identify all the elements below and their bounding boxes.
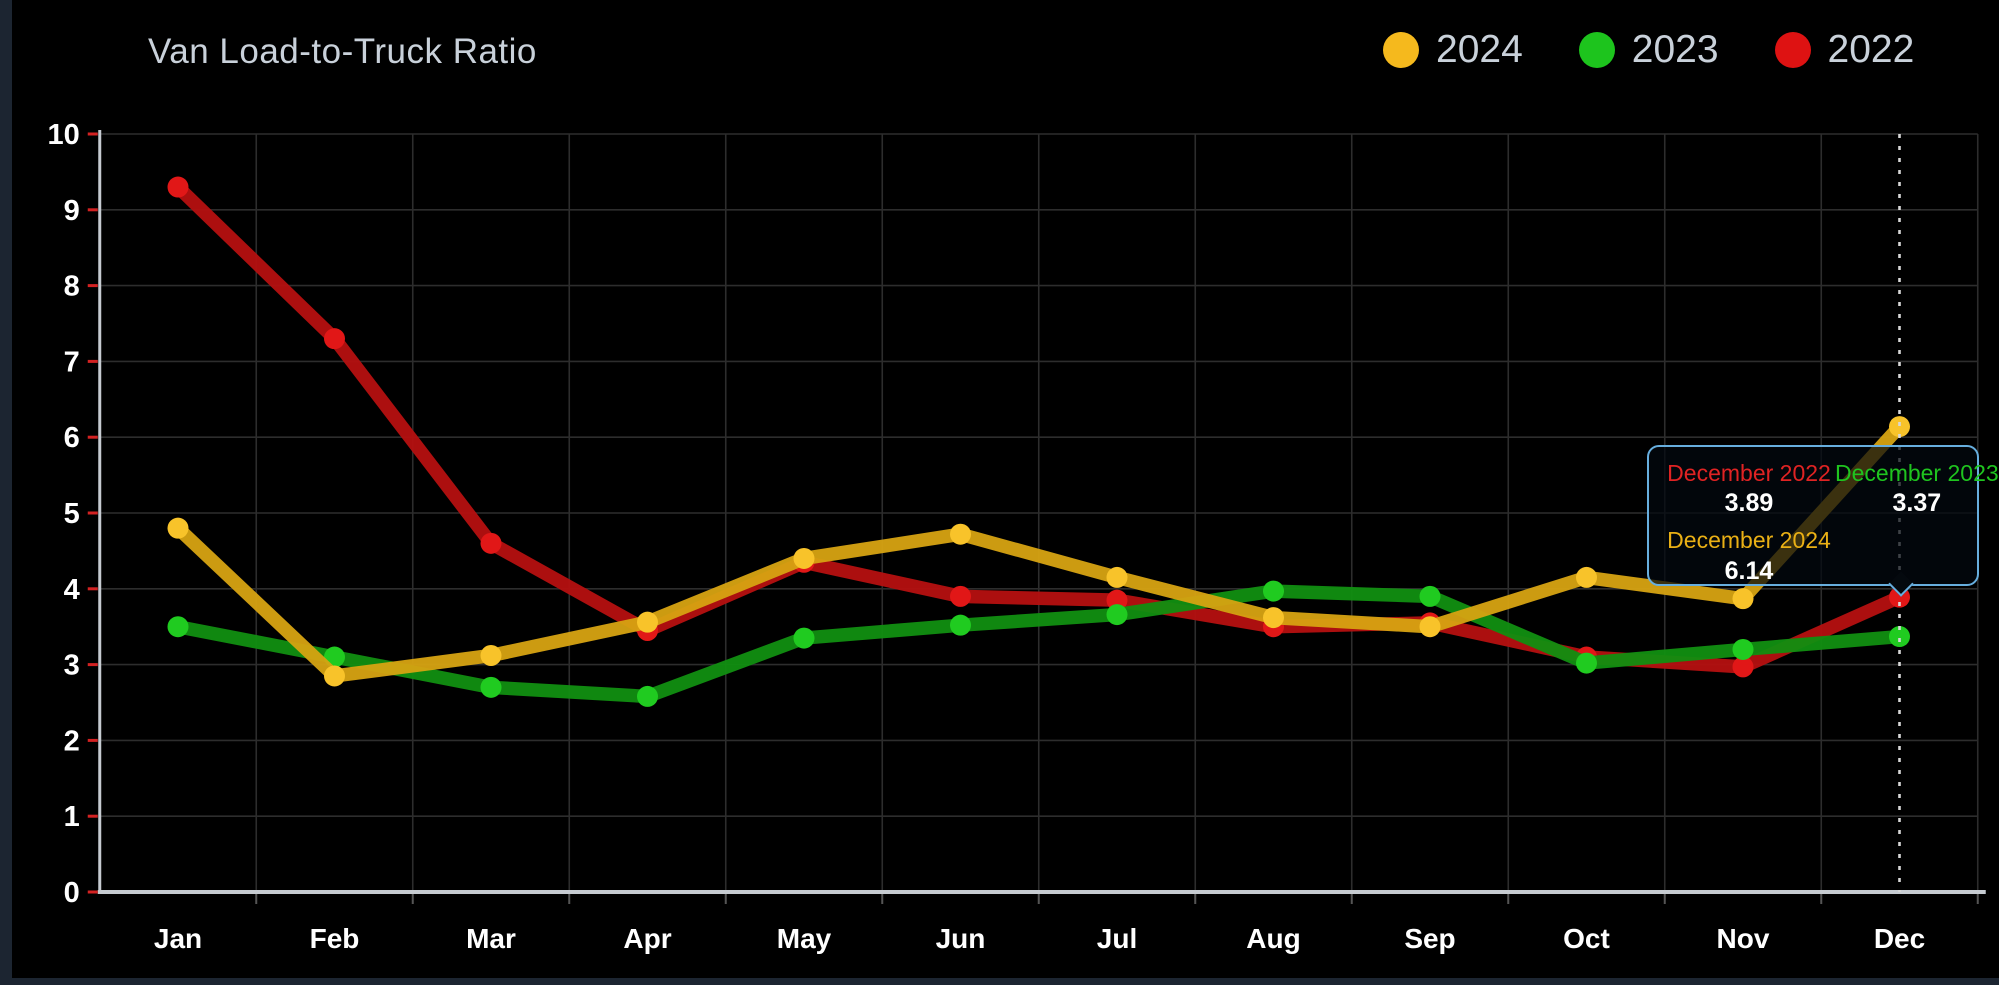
legend-item-2023[interactable]: 2023 [1578, 28, 1719, 71]
data-point-2023-Jul[interactable] [1106, 604, 1128, 626]
data-point-2024-May[interactable] [793, 547, 815, 569]
x-tick-label-May: May [777, 923, 832, 954]
legend-item-2022[interactable]: 2022 [1774, 28, 1915, 71]
x-tick-label-Aug: Aug [1246, 923, 1300, 954]
x-tick-label-Sep: Sep [1404, 923, 1455, 954]
series-line-2023 [171, 584, 1907, 704]
data-point-2023-Dec[interactable] [1889, 626, 1910, 648]
data-point-2023-Sep[interactable] [1419, 585, 1441, 607]
tooltip-entry-2024: December 2024 6.14 [1663, 527, 1835, 585]
legend-dot-2024 [1383, 31, 1419, 68]
data-point-2024-Dec[interactable] [1889, 416, 1910, 438]
legend-dot-2022 [1774, 31, 1811, 68]
legend-dot-2023 [1578, 31, 1615, 68]
data-point-2023-Jun[interactable] [950, 614, 971, 636]
legend-label-2023: 2023 [1631, 28, 1719, 71]
y-tick-label-10: 10 [47, 119, 79, 151]
tooltip-value-2022: 3.89 [1724, 489, 1774, 518]
y-tick-label-9: 9 [64, 195, 80, 227]
data-point-2024-Jun[interactable] [950, 523, 971, 545]
data-point-2022-Jul[interactable] [1106, 589, 1128, 611]
data-point-2022-Nov[interactable] [1732, 656, 1754, 678]
data-point-2024-Mar[interactable] [480, 645, 502, 667]
tooltip-grid: December 2022 3.89 December 2023 3.37 De… [1649, 447, 1998, 585]
data-point-2023-Aug[interactable] [1263, 580, 1284, 602]
y-tick-label-4: 4 [64, 574, 80, 606]
x-tick-label-Jun: Jun [936, 923, 986, 954]
y-tick-label-6: 6 [64, 422, 80, 454]
legend-item-2024[interactable]: 2024 [1383, 30, 1523, 69]
data-point-2024-Oct[interactable] [1576, 566, 1597, 588]
y-tick-label-1: 1 [64, 801, 80, 833]
data-point-2023-Apr[interactable] [637, 685, 658, 707]
legend-label-2024: 2024 [1436, 28, 1523, 71]
x-tick-label-Nov: Nov [1717, 923, 1770, 954]
tooltip-value-2023: 3.37 [1892, 489, 1942, 518]
data-point-2023-Nov[interactable] [1732, 638, 1754, 660]
tooltip-label-2024: December 2024 [1667, 527, 1831, 554]
data-point-2023-Mar[interactable] [480, 676, 502, 698]
y-tick-label-7: 7 [64, 346, 80, 378]
data-point-2024-Feb[interactable] [324, 665, 345, 687]
data-point-2022-Jan[interactable] [167, 176, 189, 198]
x-tick-label-Jan: Jan [154, 923, 202, 954]
tooltip: December 2022 3.89 December 2023 3.37 De… [1647, 445, 1999, 597]
x-tick-label-Mar: Mar [466, 923, 516, 954]
data-point-2024-Apr[interactable] [637, 611, 658, 633]
y-tick-label-0: 0 [64, 877, 80, 909]
data-point-2024-Jul[interactable] [1106, 566, 1128, 588]
y-tick-label-3: 3 [64, 650, 80, 682]
y-tick-label-2: 2 [64, 725, 80, 757]
data-point-2023-May[interactable] [793, 627, 815, 649]
tooltip-entry-2022: December 2022 3.89 [1663, 460, 1835, 518]
chart-title: Van Load-to-Truck Ratio [148, 32, 537, 71]
data-point-2022-Feb[interactable] [324, 328, 345, 350]
tooltip-empty-cell [1835, 528, 1999, 583]
x-tick-label-Feb: Feb [310, 923, 360, 954]
data-point-2024-Jan[interactable] [167, 517, 189, 539]
tooltip-label-2023: December 2023 [1835, 460, 1999, 486]
data-point-2023-Jan[interactable] [167, 616, 189, 638]
data-point-2024-Aug[interactable] [1263, 607, 1284, 629]
legend: 2024 2023 2022 [1383, 30, 1914, 69]
tooltip-value-2024: 6.14 [1724, 556, 1774, 585]
tooltip-entry-2023: December 2023 3.37 [1835, 460, 1999, 518]
data-point-2023-Oct[interactable] [1576, 652, 1597, 674]
tooltip-label-2022: December 2022 [1667, 460, 1831, 486]
x-tick-label-Dec: Dec [1874, 923, 1925, 954]
series-line-2024 [171, 419, 1907, 683]
y-tick-label-8: 8 [64, 271, 80, 303]
y-tick-label-5: 5 [64, 498, 80, 530]
x-tick-label-Apr: Apr [623, 923, 671, 954]
data-point-2022-Mar[interactable] [480, 532, 502, 554]
data-point-2022-Jun[interactable] [950, 585, 971, 607]
x-tick-label-Jul: Jul [1097, 923, 1137, 954]
data-point-2024-Nov[interactable] [1732, 588, 1754, 610]
legend-label-2022: 2022 [1827, 28, 1915, 71]
x-tick-label-Oct: Oct [1563, 923, 1610, 954]
data-point-2024-Sep[interactable] [1419, 616, 1441, 638]
